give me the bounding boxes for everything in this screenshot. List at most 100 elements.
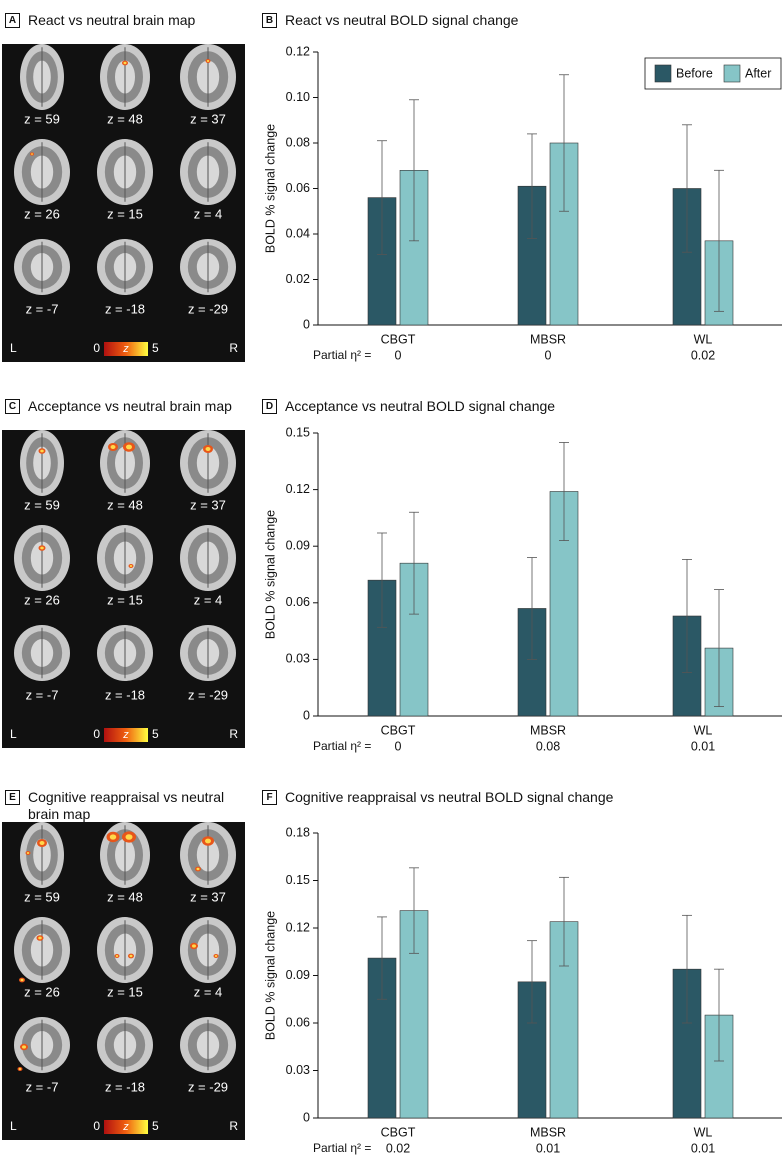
- y-tick-label: 0: [303, 708, 310, 722]
- colorbar-max: 5: [152, 341, 159, 355]
- activation-peak: [129, 954, 133, 958]
- effect-size: 0: [395, 739, 402, 753]
- colorbar-min: 0: [93, 1119, 100, 1133]
- effect-size: 0.01: [536, 1141, 560, 1155]
- activation-peak: [125, 834, 133, 840]
- slice-label: z = 15: [107, 984, 143, 999]
- effect-size: 0: [395, 348, 402, 362]
- colorbar-symbol: z: [122, 1121, 129, 1133]
- slice-label: z = -18: [105, 1079, 145, 1094]
- colorbar: [104, 1120, 148, 1134]
- slice-label: z = 26: [24, 206, 60, 221]
- y-tick-label: 0.04: [286, 226, 310, 240]
- effect-label: Partial η² =: [313, 739, 371, 753]
- colorbar-min: 0: [93, 341, 100, 355]
- colorbar-symbol: z: [122, 729, 129, 741]
- slice-label: z = -7: [26, 1079, 59, 1094]
- activation-peak: [126, 444, 132, 450]
- y-tick-label: 0.03: [286, 1063, 310, 1077]
- activation-peak: [39, 841, 45, 845]
- y-tick-label: 0.12: [286, 920, 310, 934]
- legend-swatch: [654, 64, 672, 83]
- left-label: L: [10, 1119, 17, 1133]
- colorbar-symbol: z: [122, 343, 129, 355]
- activation-peak: [192, 944, 196, 948]
- panel-title: Cognitive reappraisal vs neutral BOLD si…: [285, 789, 614, 805]
- panel-letter: D: [262, 399, 277, 414]
- x-tick-label: MBSR: [530, 332, 566, 346]
- panel-letter: A: [5, 13, 20, 28]
- y-tick-label: 0.08: [286, 135, 310, 149]
- activation-peak: [214, 955, 218, 957]
- y-tick-label: 0.18: [286, 825, 310, 839]
- activation-peak: [18, 1068, 22, 1070]
- right-label: R: [229, 727, 238, 741]
- x-tick-label: WL: [694, 332, 713, 346]
- activation-peak: [38, 936, 42, 940]
- y-tick-label: 0.09: [286, 538, 310, 552]
- activation-peak: [205, 447, 211, 451]
- slice-label: z = -18: [105, 687, 145, 702]
- slice-label: z = -7: [26, 687, 59, 702]
- colorbar: [104, 342, 148, 356]
- slice-label: z = 4: [194, 984, 223, 999]
- effect-label: Partial η² =: [313, 1141, 371, 1155]
- activation-peak: [205, 838, 211, 844]
- slice-label: z = -29: [188, 301, 228, 316]
- y-tick-label: 0: [303, 317, 310, 331]
- panel-title: React vs neutral BOLD signal change: [285, 12, 519, 28]
- effect-size: 0.01: [691, 1141, 715, 1155]
- colorbar-max: 5: [152, 727, 159, 741]
- panel-header: D Acceptance vs neutral BOLD signal chang…: [262, 398, 762, 415]
- y-axis-label: BOLD % signal change: [263, 911, 277, 1040]
- slice-label: z = 4: [194, 206, 223, 221]
- y-axis-label: BOLD % signal change: [263, 510, 277, 639]
- colorbar-min: 0: [93, 727, 100, 741]
- y-tick-label: 0.15: [286, 873, 310, 887]
- activation-peak: [110, 445, 116, 449]
- panel-header: C Acceptance vs neutral brain map: [5, 398, 235, 415]
- panel-letter: F: [262, 790, 277, 805]
- y-tick-label: 0.15: [286, 425, 310, 439]
- slice-label: z = 15: [107, 592, 143, 607]
- y-tick-label: 0.12: [286, 44, 310, 58]
- x-tick-label: CBGT: [381, 723, 416, 737]
- panel-header: E Cognitive reappraisal vs neutral brain …: [5, 789, 235, 823]
- activation-peak: [22, 1045, 26, 1049]
- left-label: L: [10, 727, 17, 741]
- effect-label: Partial η² =: [313, 348, 371, 362]
- activation-peak: [40, 546, 44, 550]
- panel-letter: B: [262, 13, 277, 28]
- legend-label: Before: [676, 66, 713, 80]
- slice-label: z = -29: [188, 1079, 228, 1094]
- panel-title: Acceptance vs neutral BOLD signal change: [285, 398, 556, 414]
- activation-peak: [196, 867, 200, 871]
- panel-title: Acceptance vs neutral brain map: [28, 398, 232, 414]
- legend-label: After: [745, 66, 771, 80]
- y-tick-label: 0: [303, 1110, 310, 1124]
- x-tick-label: WL: [694, 723, 713, 737]
- left-label: L: [10, 341, 17, 355]
- x-tick-label: WL: [694, 1125, 713, 1139]
- activation-peak: [206, 60, 210, 62]
- panel-header: B React vs neutral BOLD signal change: [262, 12, 762, 29]
- x-tick-label: CBGT: [381, 1125, 416, 1139]
- x-tick-label: MBSR: [530, 1125, 566, 1139]
- y-tick-label: 0.06: [286, 1015, 310, 1029]
- effect-size: 0.01: [691, 739, 715, 753]
- y-axis-label: BOLD % signal change: [263, 124, 277, 253]
- slice-label: z = 48: [107, 889, 143, 904]
- panel-title: Cognitive reappraisal vs neutral brain m…: [28, 789, 225, 822]
- slice-label: z = 37: [190, 889, 226, 904]
- panel-letter: C: [5, 399, 20, 414]
- y-tick-label: 0.09: [286, 968, 310, 982]
- slice-label: z = 4: [194, 592, 223, 607]
- panel-title: React vs neutral brain map: [28, 12, 196, 28]
- right-label: R: [229, 341, 238, 355]
- slice-label: z = -18: [105, 301, 145, 316]
- slice-label: z = 59: [24, 497, 60, 512]
- effect-size: 0.08: [536, 739, 560, 753]
- activation-peak: [20, 978, 24, 982]
- activation-peak: [109, 834, 117, 840]
